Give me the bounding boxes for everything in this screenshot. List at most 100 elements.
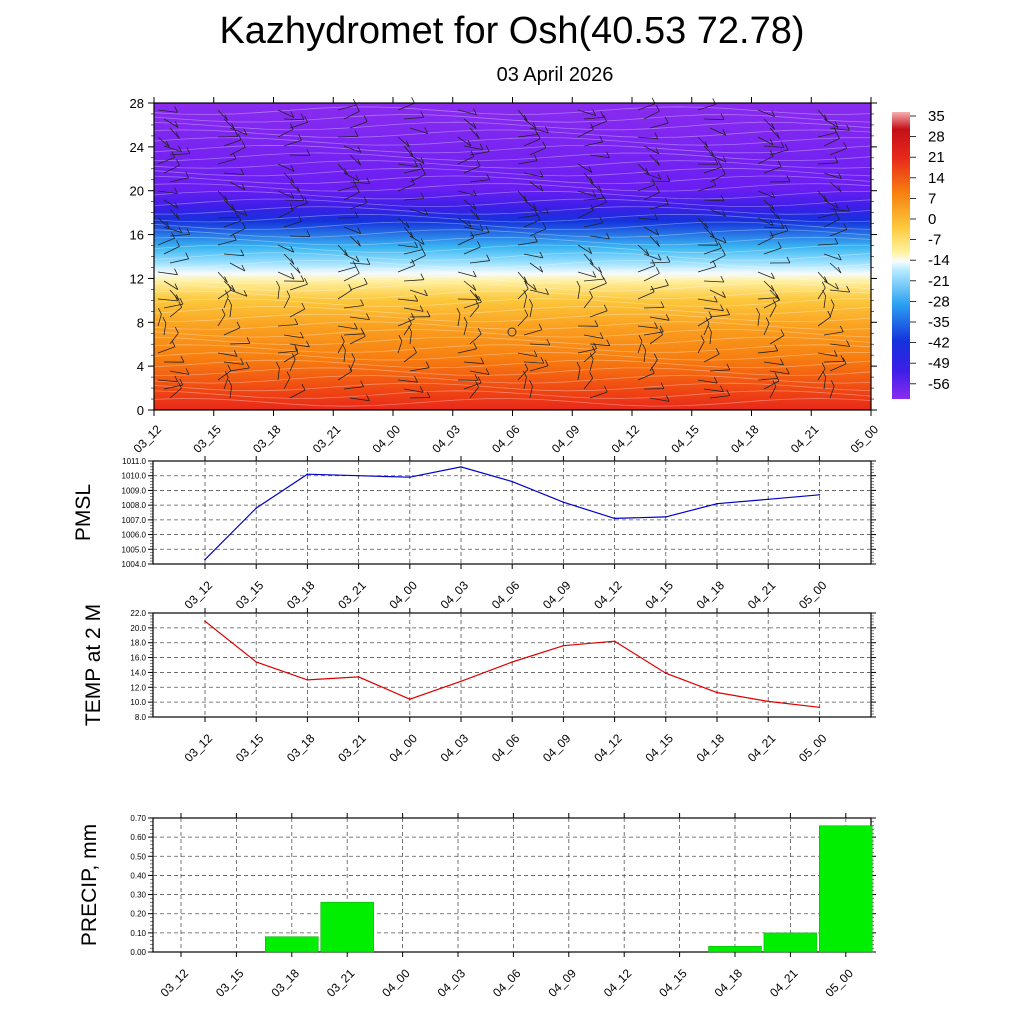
wind-barb — [457, 348, 477, 354]
wind-barb-flag — [179, 378, 184, 386]
wind-barb — [337, 136, 359, 138]
wind-barb — [649, 203, 669, 210]
y-tick-label: 0.30 — [130, 891, 146, 900]
wind-barb — [397, 341, 403, 354]
wind-barb-flag — [603, 304, 608, 311]
x-tick-label: 04_03 — [438, 731, 472, 765]
wind-barb-flag — [834, 202, 839, 209]
isoline — [153, 106, 872, 115]
wind-barb-flag — [472, 122, 477, 129]
data-point — [613, 517, 616, 520]
wind-barb — [289, 181, 301, 193]
wind-barb-flag — [180, 356, 185, 363]
wind-barb-flag — [171, 340, 176, 347]
wind-barb — [757, 155, 774, 165]
chart-title: Kazhydromet for Osh(40.53 72.78) — [219, 10, 805, 52]
x-tick-label: 03_15 — [213, 966, 247, 1000]
wind-barb-flag — [408, 317, 412, 325]
wind-barb — [469, 232, 490, 237]
wind-barb-flag — [599, 332, 604, 339]
wind-barb — [403, 323, 412, 336]
y-axis-label: PRECIP, mm — [78, 824, 101, 946]
wind-barb — [763, 166, 782, 174]
wind-barb-flag — [245, 361, 250, 369]
wind-barb — [637, 372, 655, 381]
isoline — [153, 390, 872, 399]
wind-barb — [229, 227, 246, 237]
wind-barb-flag — [243, 128, 248, 135]
wind-barb — [283, 377, 291, 390]
wind-barb-flag — [356, 105, 360, 112]
wind-barb — [823, 361, 845, 363]
wind-barb — [589, 262, 602, 274]
wind-barb-flag — [666, 175, 671, 182]
y-tick-label: 22.0 — [130, 609, 146, 618]
colorbar-label: -56 — [928, 376, 950, 393]
wind-barb-flag — [594, 320, 599, 327]
wind-barb — [229, 367, 250, 372]
wind-barb-flag — [540, 356, 545, 364]
isoline — [153, 336, 872, 346]
wind-barb-flag — [718, 241, 722, 249]
wind-barb-flag — [775, 374, 780, 382]
wind-barb — [577, 244, 592, 255]
wind-barb-flag — [720, 385, 724, 392]
wind-barb — [463, 382, 482, 390]
wind-barb — [409, 208, 428, 216]
isoline — [153, 359, 872, 369]
wind-barb-flag — [409, 150, 414, 157]
wind-barb — [703, 323, 710, 336]
data-point — [204, 558, 206, 561]
wind-barb — [283, 221, 302, 228]
wind-barb — [163, 199, 179, 209]
wind-barb-flag — [340, 335, 345, 342]
wind-barb-flag — [546, 338, 551, 346]
wind-barb — [577, 190, 596, 197]
wind-barb-flag — [413, 346, 417, 353]
wind-barb-flag — [301, 302, 306, 310]
y-tick-label: 1008.0 — [122, 501, 147, 510]
wind-barb — [697, 317, 713, 327]
colorbar-label: -14 — [928, 252, 950, 269]
wind-barb — [349, 181, 370, 184]
wind-barb — [703, 166, 722, 174]
wind-barb-flag — [186, 228, 191, 235]
wind-barb-flag — [664, 116, 669, 124]
y-tick-label: 1006.0 — [122, 531, 147, 540]
wind-barb-flag — [822, 289, 826, 297]
x-tick-label: 05_00 — [822, 966, 856, 1000]
wind-barb — [229, 262, 246, 272]
wind-barb — [709, 395, 730, 399]
wind-barb — [583, 197, 604, 201]
wind-barb-flag — [243, 290, 248, 297]
data-point — [767, 700, 769, 703]
wind-barb — [817, 271, 828, 283]
wind-barb-flag — [588, 166, 593, 173]
wind-barb-flag — [843, 223, 848, 230]
wind-barb — [517, 271, 528, 283]
wind-barb — [823, 172, 842, 180]
x-tick-label: 04_12 — [591, 731, 625, 765]
wind-barb — [517, 315, 529, 327]
wind-barb-flag — [241, 183, 246, 191]
wind-barb — [589, 359, 594, 372]
wind-barb-flag — [475, 300, 480, 307]
wind-barb — [349, 202, 368, 210]
x-tick-label: 03_21 — [324, 966, 358, 1000]
wind-barb-flag — [545, 126, 549, 133]
wind-barb-flag — [352, 98, 357, 106]
y-tick-label: 18.0 — [130, 639, 146, 648]
wind-barb — [529, 127, 549, 134]
wind-barb-flag — [165, 140, 170, 148]
wind-barb-flag — [704, 222, 709, 229]
wind-barb — [157, 217, 170, 229]
isoline — [153, 352, 872, 361]
x-tick-label: 04_00 — [386, 578, 420, 612]
wind-barb — [223, 139, 242, 147]
isoline — [153, 305, 872, 315]
wind-barb — [457, 109, 477, 115]
wind-barb — [709, 254, 726, 264]
wind-barb — [817, 243, 838, 246]
wind-barb-flag — [276, 361, 280, 369]
wind-barb-flag — [479, 224, 484, 231]
